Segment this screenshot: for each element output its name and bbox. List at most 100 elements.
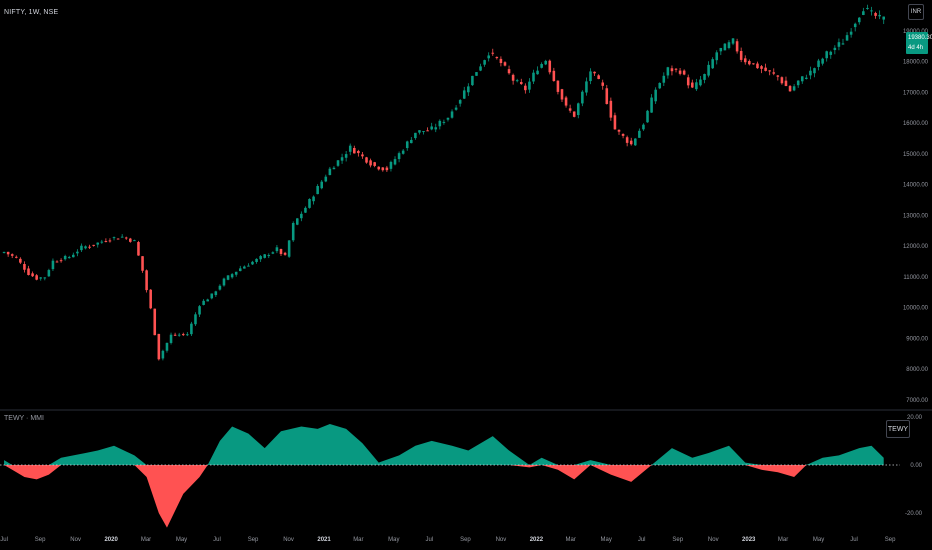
candle-body xyxy=(6,251,10,255)
candle-body xyxy=(572,111,576,117)
candle-body xyxy=(267,255,271,257)
price-candles xyxy=(2,4,885,361)
candle-body xyxy=(157,333,161,360)
candle-body xyxy=(642,124,645,130)
candle-body xyxy=(691,82,694,88)
candle-body xyxy=(841,43,845,45)
candle-body xyxy=(515,80,519,82)
candle-body xyxy=(674,68,678,70)
candle-body xyxy=(15,256,18,258)
time-tick-label: Jul xyxy=(850,537,858,543)
candle-body xyxy=(857,17,861,23)
candle-body xyxy=(304,207,307,213)
candle-body xyxy=(491,52,495,54)
candle-body xyxy=(760,66,763,69)
candle-body xyxy=(124,237,128,239)
price-tick-label: 8000.00 xyxy=(906,367,928,373)
candle-body xyxy=(585,81,588,93)
candle-body xyxy=(55,261,59,263)
candle-body xyxy=(357,150,360,154)
candle-body xyxy=(202,300,205,305)
indicator-button[interactable]: TEWY xyxy=(886,420,910,438)
candle-body xyxy=(226,275,230,280)
currency-button[interactable]: INR xyxy=(908,4,924,20)
candle-body xyxy=(597,75,600,79)
candle-body xyxy=(800,76,804,82)
indicator-area xyxy=(0,424,900,528)
candle-body xyxy=(263,254,266,258)
candle-body xyxy=(646,110,649,123)
candle-body xyxy=(764,67,767,71)
candle-body xyxy=(300,213,303,219)
candle-body xyxy=(210,293,214,299)
candle-body xyxy=(418,130,421,133)
candle-body xyxy=(507,69,511,74)
candle-body xyxy=(805,77,808,79)
candle-body xyxy=(31,273,34,277)
candle-body xyxy=(295,218,299,225)
candle-body xyxy=(809,70,812,76)
candle-body xyxy=(63,255,67,260)
candle-body xyxy=(511,74,515,81)
time-tick-label: Mar xyxy=(353,537,363,543)
candle-body xyxy=(711,59,714,69)
candle-body xyxy=(564,97,568,106)
candle-body xyxy=(552,70,556,81)
time-tick-label: Jul xyxy=(0,537,8,543)
candle-body xyxy=(47,270,51,277)
indicator-tick-label: 20.00 xyxy=(907,415,923,421)
candle-body xyxy=(275,247,279,252)
candle-body xyxy=(287,240,291,257)
candle-body xyxy=(605,88,609,104)
candle-body xyxy=(833,47,837,51)
candle-body xyxy=(283,252,287,255)
indicator-tick-label: 0.00 xyxy=(910,463,922,469)
candle-body xyxy=(141,256,144,271)
candle-body xyxy=(59,260,63,262)
candle-body xyxy=(866,7,869,9)
time-axis[interactable]: Jul Sep Nov 2020 Mar May Jul Sep Nov 2021 Mar May Ju… xyxy=(0,537,896,543)
candle-body xyxy=(780,77,784,84)
candle-body xyxy=(116,238,120,240)
time-tick-label: 2020 xyxy=(104,537,118,543)
time-tick-label: 2023 xyxy=(742,537,756,543)
price-axis[interactable]: 19000.00 18000.00 17000.00 16000.00 15000.00… xyxy=(903,29,929,404)
candle-body xyxy=(756,63,759,69)
indicator-title[interactable]: TEWY · MMI xyxy=(4,415,44,422)
candle-body xyxy=(719,48,723,52)
candle-body xyxy=(845,35,849,41)
candle-body xyxy=(658,82,662,89)
candle-body xyxy=(165,342,169,351)
candle-body xyxy=(108,240,112,242)
time-tick-label: Nov xyxy=(708,537,719,543)
time-tick-label: Jul xyxy=(638,537,646,543)
symbol-title[interactable]: NIFTY, 1W, NSE xyxy=(4,9,59,16)
candle-body xyxy=(731,38,735,44)
candle-body xyxy=(405,141,409,149)
candle-body xyxy=(784,80,788,87)
candle-body xyxy=(589,71,592,82)
candle-body xyxy=(137,242,140,256)
candle-body xyxy=(458,100,462,104)
candle-body xyxy=(849,31,853,35)
candle-body xyxy=(169,334,173,343)
indicator-axis[interactable]: 20.00 0.00 -20.00 xyxy=(905,415,923,517)
candle-body xyxy=(35,275,38,280)
time-tick-label: Sep xyxy=(248,537,259,543)
candle-body xyxy=(682,70,686,75)
time-tick-label: May xyxy=(176,537,187,543)
price-tick-label: 7000.00 xyxy=(906,398,928,404)
price-tick-label: 12000.00 xyxy=(903,244,929,250)
candle-body xyxy=(882,16,885,20)
candle-body xyxy=(662,75,666,83)
candle-body xyxy=(479,66,482,71)
candle-body xyxy=(544,60,547,65)
time-tick-label: May xyxy=(813,537,824,543)
candle-body xyxy=(100,241,104,243)
price-tick-label: 18000.00 xyxy=(903,60,929,66)
candle-body xyxy=(324,176,328,182)
candle-body xyxy=(524,85,527,91)
candle-body xyxy=(344,154,348,158)
price-tick-label: 17000.00 xyxy=(903,90,929,96)
